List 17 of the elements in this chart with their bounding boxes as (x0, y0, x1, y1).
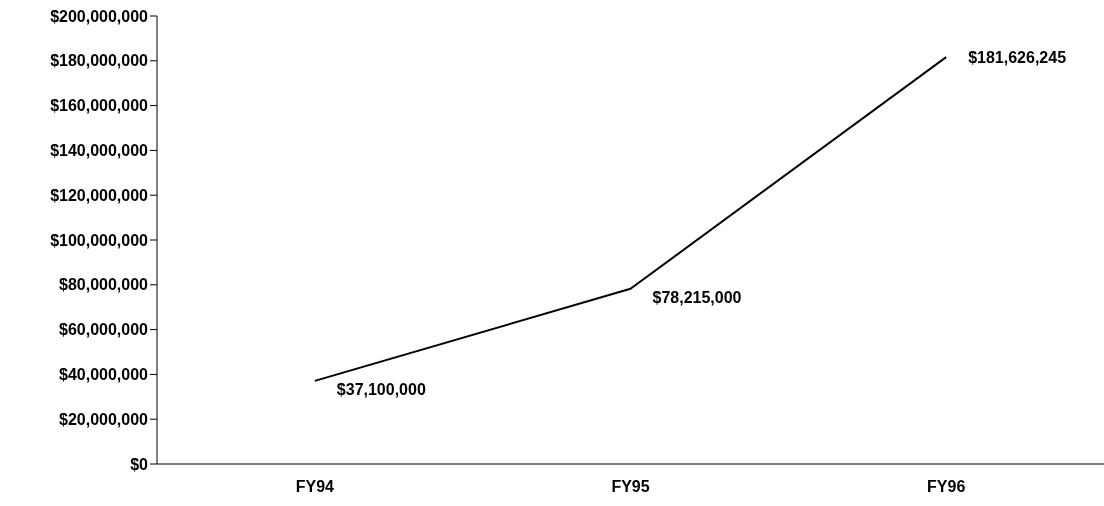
y-tick-label: $0 (130, 455, 149, 473)
y-tick-label: $100,000,000 (50, 231, 149, 249)
y-tick-label: $200,000,000 (50, 7, 149, 25)
y-tick-label: $20,000,000 (59, 410, 149, 428)
y-tick-label: $120,000,000 (50, 186, 149, 204)
y-tick-label: $60,000,000 (59, 321, 149, 339)
x-tick-label: FY94 (295, 478, 335, 496)
x-tick-label: FY96 (927, 478, 966, 496)
data-label: $78,215,000 (652, 288, 742, 306)
data-label: $181,626,245 (968, 49, 1067, 67)
data-label: $37,100,000 (336, 380, 426, 398)
x-tick-label: FY95 (611, 478, 650, 496)
y-tick-label: $160,000,000 (50, 97, 149, 115)
y-tick-label: $40,000,000 (59, 366, 149, 384)
y-tick-label: $180,000,000 (50, 52, 149, 70)
y-tick-label: $80,000,000 (59, 276, 149, 294)
y-tick-label: $140,000,000 (50, 142, 149, 160)
